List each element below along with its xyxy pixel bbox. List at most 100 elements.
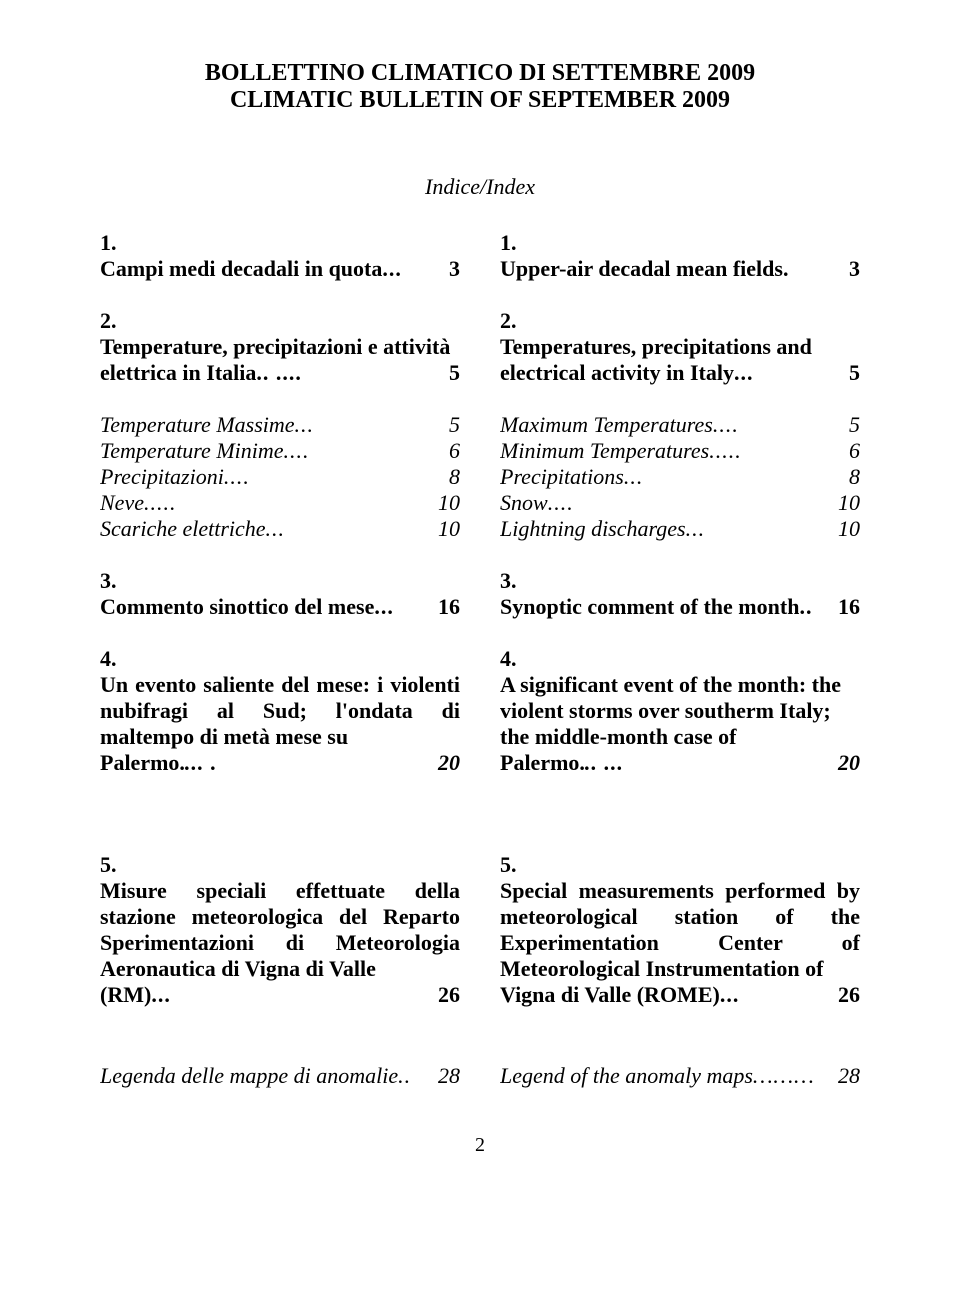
sec3-page: 16 bbox=[838, 594, 860, 620]
item-e-pg: 10 bbox=[838, 516, 860, 542]
dots: ..... bbox=[709, 438, 849, 464]
sec4-line-a: A significant event of the month: the bbox=[500, 672, 860, 698]
sec2-page: 5 bbox=[449, 360, 460, 386]
sec4-last: Palermo. bbox=[500, 750, 585, 776]
item-a-pg: 5 bbox=[849, 412, 860, 438]
left-section-5: 5. Misure speciali effettuate della staz… bbox=[100, 852, 460, 1008]
item-b: Temperature Minime bbox=[100, 438, 284, 464]
item-e: Lightning discharges bbox=[500, 516, 686, 542]
dots: .... bbox=[284, 438, 449, 464]
sec4-text: Un evento saliente del mese: i violenti … bbox=[100, 672, 460, 750]
item-a-pg: 5 bbox=[449, 412, 460, 438]
dots: ... bbox=[151, 982, 438, 1008]
sec5-text: Special measurements performed by meteor… bbox=[500, 878, 860, 982]
dots: .. bbox=[799, 594, 838, 620]
sec5-last: Vigna di Valle (ROME) bbox=[500, 982, 720, 1008]
sec2-text-a: Temperature, precipitazioni e attività bbox=[100, 334, 460, 360]
dots: ... bbox=[295, 412, 449, 438]
item-d: Neve bbox=[100, 490, 144, 516]
right-section-4: 4. A significant event of the month: the… bbox=[500, 646, 860, 776]
left-section-4: 4. Un evento saliente del mese: i violen… bbox=[100, 646, 460, 776]
sec2-num: 2. bbox=[500, 308, 860, 334]
item-e-pg: 10 bbox=[438, 516, 460, 542]
right-section-2: 2. Temperatures, precipitations and elec… bbox=[500, 308, 860, 386]
dots: ... bbox=[382, 256, 449, 282]
sec3-text: Commento sinottico del mese bbox=[100, 594, 374, 620]
sec4-page: 20 bbox=[438, 750, 460, 776]
sec3-text: Synoptic comment of the month bbox=[500, 594, 799, 620]
sec3-num: 3. bbox=[500, 568, 860, 594]
item-b: Minimum Temperatures bbox=[500, 438, 709, 464]
dots: ... bbox=[374, 594, 438, 620]
left-section-2: 2. Temperature, precipitazioni e attivit… bbox=[100, 308, 460, 386]
left-section-3: 3. Commento sinottico del mese ... 16 bbox=[100, 568, 460, 620]
item-c: Precipitazioni bbox=[100, 464, 224, 490]
right-column: 1. Upper-air decadal mean fields . 3 2. … bbox=[500, 230, 860, 802]
sec1-num: 1. bbox=[500, 230, 860, 256]
sec5-last: (RM) bbox=[100, 982, 151, 1008]
dots: ……… bbox=[753, 1063, 838, 1089]
sec2-text-b: electrical activity in Italy bbox=[500, 360, 734, 386]
title-line-2: CLIMATIC BULLETIN OF SEPTEMBER 2009 bbox=[100, 87, 860, 114]
sec2-page: 5 bbox=[849, 360, 860, 386]
dots: .... bbox=[224, 464, 449, 490]
dots: ... bbox=[624, 464, 849, 490]
dots: . bbox=[783, 256, 849, 282]
dots: ... . bbox=[185, 750, 438, 776]
right-section-1: 1. Upper-air decadal mean fields . 3 bbox=[500, 230, 860, 282]
sec5-page: 26 bbox=[438, 982, 460, 1008]
sec4-line-c: the middle-month case of bbox=[500, 724, 860, 750]
sec2-text-b: elettrica in Italia bbox=[100, 360, 256, 386]
dots: ... bbox=[720, 982, 838, 1008]
sec4-line-b: violent storms over southerm Italy; bbox=[500, 698, 860, 724]
left-legend: Legenda delle mappe di anomalie .. 28 bbox=[100, 1063, 460, 1089]
dots: ... bbox=[686, 516, 838, 542]
section-5-row: 5. Misure speciali effettuate della staz… bbox=[100, 852, 860, 1008]
index-columns: 1. Campi medi decadali in quota ... 3 2.… bbox=[100, 230, 860, 802]
sec4-page: 20 bbox=[838, 750, 860, 776]
dots: ... bbox=[734, 360, 849, 386]
legend-page: 28 bbox=[438, 1063, 460, 1089]
legend-row: Legenda delle mappe di anomalie .. 28 Le… bbox=[100, 1063, 860, 1089]
sec4-num: 4. bbox=[100, 646, 460, 672]
sec5-num: 5. bbox=[500, 852, 860, 878]
page-number: 2 bbox=[100, 1134, 860, 1157]
sec1-page: 3 bbox=[849, 256, 860, 282]
sec2-num: 2. bbox=[100, 308, 460, 334]
title-line-1: BOLLETTINO CLIMATICO DI SETTEMBRE 2009 bbox=[100, 60, 860, 87]
right-subitems: Maximum Temperatures....5 Minimum Temper… bbox=[500, 412, 860, 542]
dots: .. ... bbox=[585, 750, 838, 776]
dots: ... bbox=[266, 516, 438, 542]
left-section-1: 1. Campi medi decadali in quota ... 3 bbox=[100, 230, 460, 282]
left-subitems: Temperature Massime...5 Temperature Mini… bbox=[100, 412, 460, 542]
right-legend: Legend of the anomaly maps ……… 28 bbox=[500, 1063, 860, 1089]
index-heading: Indice/Index bbox=[100, 174, 860, 200]
item-e: Scariche elettriche bbox=[100, 516, 266, 542]
document-title: BOLLETTINO CLIMATICO DI SETTEMBRE 2009 C… bbox=[100, 60, 860, 114]
sec1-text: Upper-air decadal mean fields bbox=[500, 256, 783, 282]
item-b-pg: 6 bbox=[849, 438, 860, 464]
sec2-text-a: Temperatures, precipitations and bbox=[500, 334, 860, 360]
dots: .... bbox=[713, 412, 849, 438]
item-d-pg: 10 bbox=[838, 490, 860, 516]
left-column: 1. Campi medi decadali in quota ... 3 2.… bbox=[100, 230, 460, 802]
legend-page: 28 bbox=[838, 1063, 860, 1089]
item-b-pg: 6 bbox=[449, 438, 460, 464]
dots: .... bbox=[548, 490, 838, 516]
sec3-num: 3. bbox=[100, 568, 460, 594]
dots: .. bbox=[398, 1063, 438, 1089]
item-d: Snow bbox=[500, 490, 548, 516]
item-a: Maximum Temperatures bbox=[500, 412, 713, 438]
sec1-text: Campi medi decadali in quota bbox=[100, 256, 382, 282]
legend-text: Legend of the anomaly maps bbox=[500, 1063, 753, 1089]
item-d-pg: 10 bbox=[438, 490, 460, 516]
sec5-page: 26 bbox=[838, 982, 860, 1008]
sec3-page: 16 bbox=[438, 594, 460, 620]
sec5-num: 5. bbox=[100, 852, 460, 878]
item-c-pg: 8 bbox=[449, 464, 460, 490]
right-section-5: 5. Special measurements performed by met… bbox=[500, 852, 860, 1008]
legend-text: Legenda delle mappe di anomalie bbox=[100, 1063, 398, 1089]
sec1-num: 1. bbox=[100, 230, 460, 256]
dots: .. .... bbox=[256, 360, 449, 386]
item-a: Temperature Massime bbox=[100, 412, 295, 438]
